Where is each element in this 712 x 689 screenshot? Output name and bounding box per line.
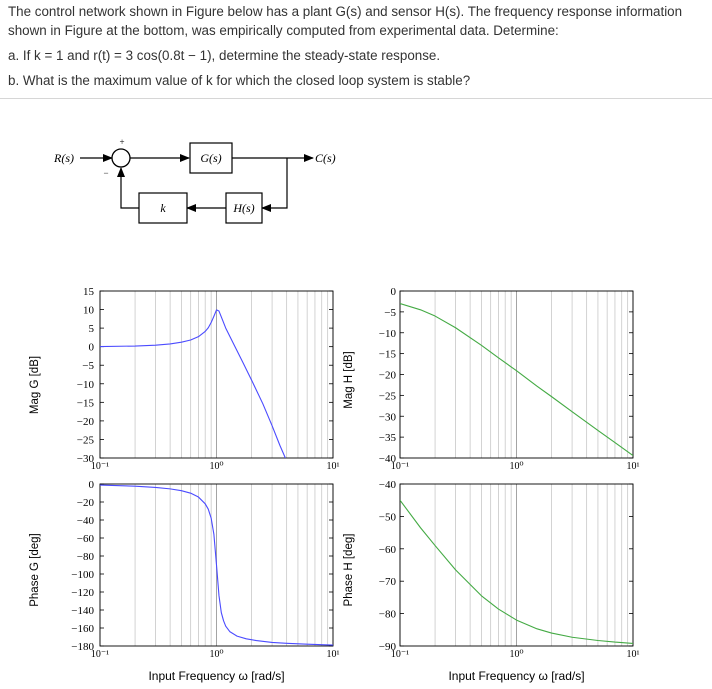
y-tick-label: 10 [83,305,95,317]
x-tick-label: 10⁰ [209,649,223,660]
x-tick-label: 10¹ [627,461,640,472]
y-tick-label: −80 [77,551,95,563]
y-tick-label: −15 [379,349,397,361]
x-tick-label: 10¹ [327,649,340,660]
y-tick-label: −35 [379,432,397,444]
feedback-arrow-to-junction [117,167,139,209]
gain-label: k [160,201,166,215]
x-tick-label: 10⁰ [209,461,223,472]
plant-label: G(s) [200,151,221,165]
y-axis-label: Mag H [dB] [343,351,355,409]
y-axis-label: Mag G [dB] [29,356,41,414]
y-tick-label: −10 [77,379,95,391]
block-diagram: R(s) + − G(s) C(s) H(s) k [53,137,336,224]
plot-frame [99,483,334,647]
x-tick-label: 10⁰ [509,461,523,472]
question-part-a: a. If k = 1 and r(t) = 3 cos(0.8t − 1), … [8,48,441,63]
y-tick-label: −80 [379,609,397,621]
series-line [100,484,333,646]
series-line [400,499,633,644]
y-tick-label: −30 [379,411,397,423]
y-axis-label: Phase H [deg] [343,534,355,607]
series-line [400,302,633,456]
y-tick-label: −25 [77,434,95,446]
y-tick-label: −60 [379,544,397,556]
plot-frame [99,290,334,459]
y-tick-label: −70 [379,576,397,588]
sensor-label: H(s) [232,201,254,215]
output-label: C(s) [315,151,336,165]
question-part-b: b. What is the maximum value of k for wh… [8,73,471,88]
y-tick-label: −120 [71,587,94,599]
y-tick-label: −60 [77,533,95,545]
y-tick-label: −90 [379,641,397,653]
y-tick-label: 15 [83,286,95,298]
divider [0,98,712,99]
y-tick-label: −30 [77,453,95,465]
summing-junction [111,148,131,168]
y-tick-label: −50 [379,511,397,523]
y-tick-label: −40 [77,515,95,527]
y-tick-label: −140 [71,605,94,617]
y-tick-label: −160 [71,623,94,635]
y-tick-label: −5 [82,360,94,372]
feedback-arrow-to-sensor [261,158,288,212]
question-text: The control network shown in Figure belo… [8,2,708,90]
y-tick-label: 0 [89,479,95,491]
minus-sign: − [103,168,108,178]
x-tick-label: 10⁻¹ [91,461,109,472]
y-tick-label: −20 [77,416,95,428]
y-axis-label: Phase G [deg] [29,533,41,607]
y-tick-label: −100 [71,569,94,581]
x-axis-label: Input Frequency ω [rad/s] [448,669,584,683]
y-tick-label: −10 [379,328,397,340]
x-tick-label: 10¹ [627,649,640,660]
x-axis-label: Input Frequency ω [rad/s] [148,669,284,683]
input-label: R(s) [53,151,74,165]
y-tick-label: −20 [379,370,397,382]
y-tick-label: 0 [391,286,397,298]
y-tick-label: −40 [379,453,397,465]
series-line [100,309,286,458]
y-tick-label: −40 [379,479,397,491]
question-intro: The control network shown in Figure belo… [8,4,683,38]
y-tick-label: −20 [77,497,95,509]
x-tick-label: 10⁻¹ [391,461,409,472]
y-tick-label: 5 [89,323,95,335]
y-tick-label: −180 [71,641,94,653]
x-tick-label: 10¹ [327,461,340,472]
x-tick-label: 10⁻¹ [91,649,109,660]
plot-frame [399,483,634,647]
y-tick-label: −5 [384,307,396,319]
y-tick-label: −15 [77,397,95,409]
x-tick-label: 10⁻¹ [391,649,409,660]
x-tick-label: 10⁰ [509,649,523,660]
plus-sign: + [119,137,124,147]
y-tick-label: 0 [89,342,95,354]
y-tick-label: −25 [379,390,397,402]
